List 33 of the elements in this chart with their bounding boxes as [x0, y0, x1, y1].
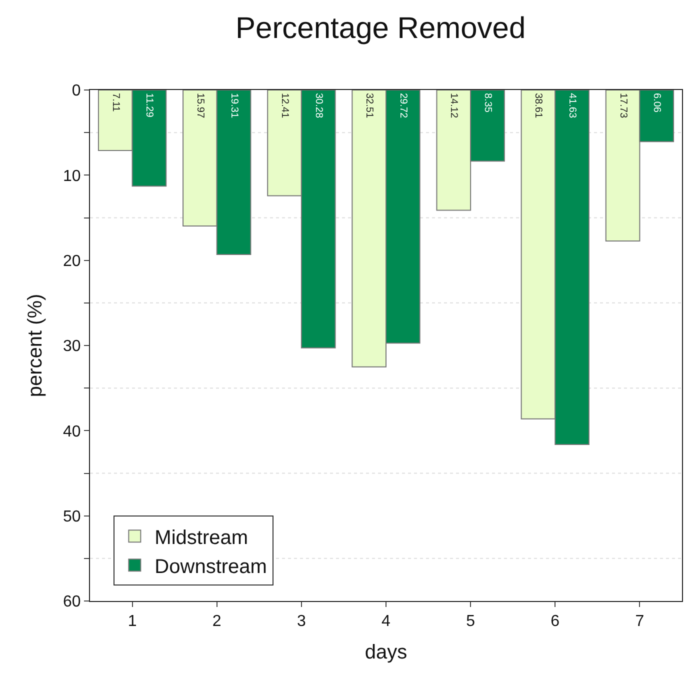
data-label: 41.63 [566, 93, 578, 118]
x-tick-label: 4 [382, 613, 391, 630]
legend-label: Downstream [154, 556, 267, 578]
data-label: 11.29 [144, 93, 155, 118]
data-label: 17.73 [617, 93, 628, 118]
x-axis-title: days [364, 642, 408, 664]
y-tick-label: 20 [63, 252, 81, 270]
x-tick-label: 5 [466, 613, 476, 630]
x-tick-label: 1 [128, 613, 137, 630]
x-tick-label: 3 [296, 613, 306, 630]
data-label: 19.31 [228, 93, 240, 118]
data-label: 38.61 [532, 93, 544, 118]
data-label: 29.72 [397, 93, 408, 118]
data-label: 32.51 [364, 93, 375, 118]
y-tick-label: 50 [63, 508, 81, 526]
data-label: 6.06 [651, 93, 662, 113]
data-label: 8.35 [482, 93, 493, 113]
y-tick-label: 40 [63, 423, 81, 440]
x-tick-label: 2 [212, 613, 222, 630]
x-tick-label: 6 [550, 613, 560, 630]
data-label: 7.11 [110, 93, 121, 112]
chart-title: Percentage Removed [236, 12, 526, 46]
data-label: 15.97 [194, 93, 206, 118]
y-tick-label: 60 [63, 594, 81, 611]
y-tick-label: 10 [63, 168, 81, 185]
y-axis-title: percent (%) [24, 294, 47, 398]
data-label: 12.41 [279, 93, 290, 118]
data-label: 30.28 [312, 93, 324, 118]
data-label: 14.12 [448, 93, 460, 118]
y-tick-label: 30 [63, 338, 81, 356]
legend-label: Midstream [154, 526, 248, 549]
x-tick-label: 7 [635, 613, 644, 630]
y-tick-label: 0 [72, 82, 81, 100]
